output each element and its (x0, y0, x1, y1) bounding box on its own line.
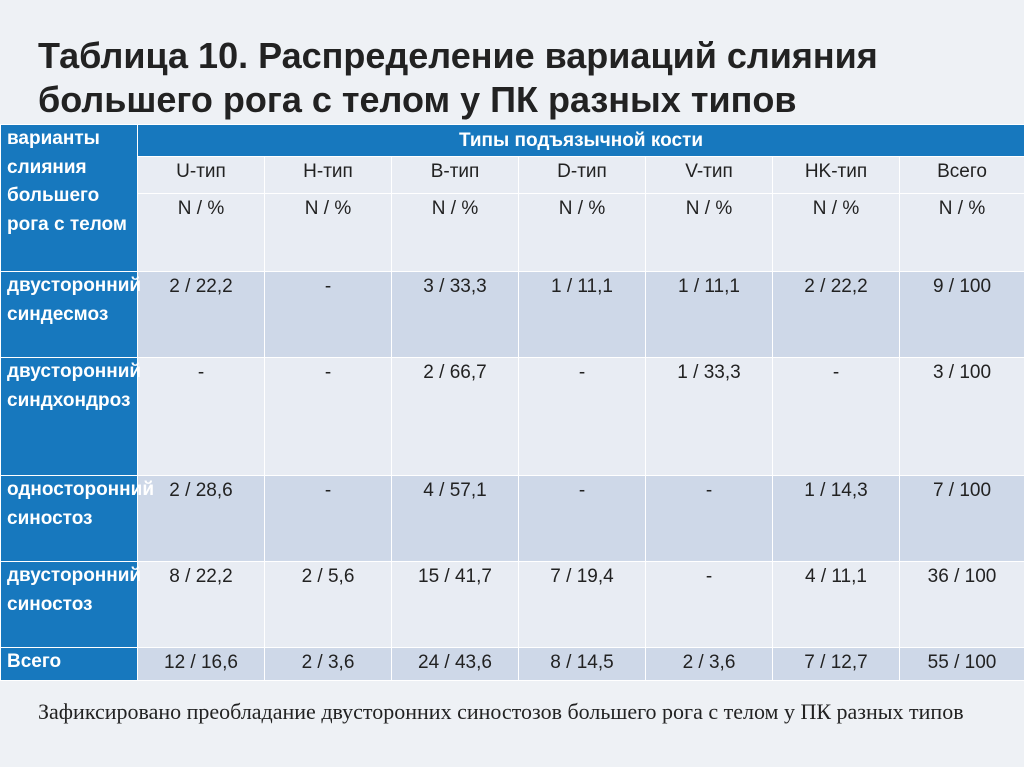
unit-header: N / % (518, 193, 646, 272)
table-cell: 24 / 43,6 (391, 647, 519, 681)
type-header: U-тип (137, 156, 265, 194)
table-cell: 3 / 100 (899, 357, 1024, 476)
type-header: H-тип (264, 156, 392, 194)
table-cell: - (645, 561, 773, 648)
table-cell: 7 / 100 (899, 475, 1024, 562)
table-cell: - (137, 357, 265, 476)
table-row: односторонний синостоз 2 / 28,6-4 / 57,1-… (0, 475, 1024, 562)
table-cell: 2 / 5,6 (264, 561, 392, 648)
data-table: варианты слияния большего рога с телом Т… (0, 124, 1024, 681)
table-cell: 4 / 57,1 (391, 475, 519, 562)
unit-header: N / % (645, 193, 773, 272)
type-header: HK-тип (772, 156, 900, 194)
row-label: Всего (0, 647, 138, 681)
table-cell: - (518, 475, 646, 562)
table-cell: 4 / 11,1 (772, 561, 900, 648)
table-cell: 2 / 66,7 (391, 357, 519, 476)
table-cell: - (518, 357, 646, 476)
type-header: V-тип (645, 156, 773, 194)
group-header: Типы подъязычной кости (137, 124, 1024, 157)
table-cell: 15 / 41,7 (391, 561, 519, 648)
table-cell: - (772, 357, 900, 476)
table-cell: 1 / 14,3 (772, 475, 900, 562)
table-cell: 7 / 12,7 (772, 647, 900, 681)
table-row: двусторонний синдесмоз 2 / 22,2-3 / 33,3 1… (0, 271, 1024, 358)
unit-header: N / % (137, 193, 265, 272)
table-cell: - (645, 475, 773, 562)
table-cell: - (264, 271, 392, 358)
unit-header: N / % (899, 193, 1024, 272)
types-row: U-тип H-тип B-тип D-тип V-тип HK-тип Всего (1, 156, 1024, 194)
table-cell: 3 / 33,3 (391, 271, 519, 358)
table-cell: 1 / 11,1 (518, 271, 646, 358)
footer-note: Зафиксировано преобладание двусторонних … (38, 699, 964, 724)
table-row: двусторонний синостоз 8 / 22,2 2 / 5,6 15 /… (0, 561, 1024, 648)
table-cell: 7 / 19,4 (518, 561, 646, 648)
row-label: двусторонний синостоз (0, 561, 141, 648)
table-row: двусторонний синдхондроз - -2 / 66,7-1 / 3… (0, 357, 1024, 476)
table-cell: 2 / 3,6 (264, 647, 392, 681)
table-cell: 1 / 11,1 (645, 271, 773, 358)
table-cell: 2 / 22,2 (772, 271, 900, 358)
corner-header: варианты слияния большего рога с телом (0, 124, 138, 272)
table-cell: 2 / 3,6 (645, 647, 773, 681)
page-title: Таблица 10. Распределение вариаций слиян… (38, 35, 878, 120)
table-cell: 1 / 33,3 (645, 357, 773, 476)
row-label: двусторонний синдесмоз (0, 271, 141, 358)
table-cell: - (264, 357, 392, 476)
type-header: Всего (899, 156, 1024, 194)
row-label: двусторонний синдхондроз (0, 357, 141, 476)
table-cell: 2 / 22,2 (137, 271, 265, 358)
table-cell: 8 / 14,5 (518, 647, 646, 681)
type-header: D-тип (518, 156, 646, 194)
table-cell: - (264, 475, 392, 562)
row-label: односторонний синостоз (0, 475, 154, 562)
table-cell: 9 / 100 (899, 271, 1024, 358)
type-header: B-тип (391, 156, 519, 194)
table-cell: 2 / 28,6 (137, 475, 265, 562)
table-row: Всего 12 / 16,6 2 / 3,6 24 / 43,6 8 / 14,5 2 … (0, 647, 1024, 681)
table-cell: 12 / 16,6 (137, 647, 265, 681)
unit-header: N / % (772, 193, 900, 272)
unit-header: N / % (264, 193, 392, 272)
table-cell: 36 / 100 (899, 561, 1024, 648)
table-cell: 8 / 22,2 (137, 561, 265, 648)
table-cell: 55 / 100 (899, 647, 1024, 681)
units-row: N / % N / % N / % N / % N / % N / % N / % (1, 193, 1024, 272)
unit-header: N / % (391, 193, 519, 272)
